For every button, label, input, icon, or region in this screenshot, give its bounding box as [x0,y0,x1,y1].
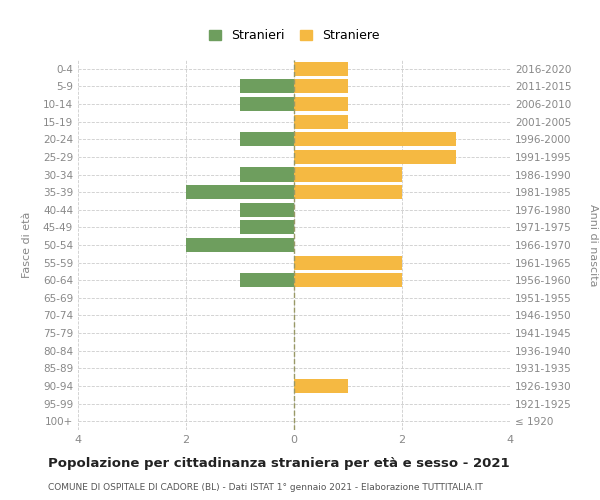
Text: COMUNE DI OSPITALE DI CADORE (BL) - Dati ISTAT 1° gennaio 2021 - Elaborazione TU: COMUNE DI OSPITALE DI CADORE (BL) - Dati… [48,482,483,492]
Bar [240,220,294,234]
Bar [294,168,402,181]
Bar [294,150,456,164]
Bar [240,168,294,181]
Y-axis label: Anni di nascita: Anni di nascita [588,204,598,286]
Bar [240,80,294,94]
Bar [240,97,294,111]
Bar [294,132,456,146]
Bar [294,185,402,199]
Bar [240,273,294,287]
Bar [294,80,348,94]
Bar [294,97,348,111]
Bar [186,185,294,199]
Bar [294,379,348,393]
Legend: Stranieri, Straniere: Stranieri, Straniere [209,29,380,42]
Bar [294,114,348,128]
Bar [294,273,402,287]
Bar [186,238,294,252]
Y-axis label: Fasce di età: Fasce di età [22,212,32,278]
Bar [294,62,348,76]
Text: Popolazione per cittadinanza straniera per età e sesso - 2021: Popolazione per cittadinanza straniera p… [48,458,509,470]
Bar [240,202,294,217]
Bar [240,132,294,146]
Bar [294,256,402,270]
